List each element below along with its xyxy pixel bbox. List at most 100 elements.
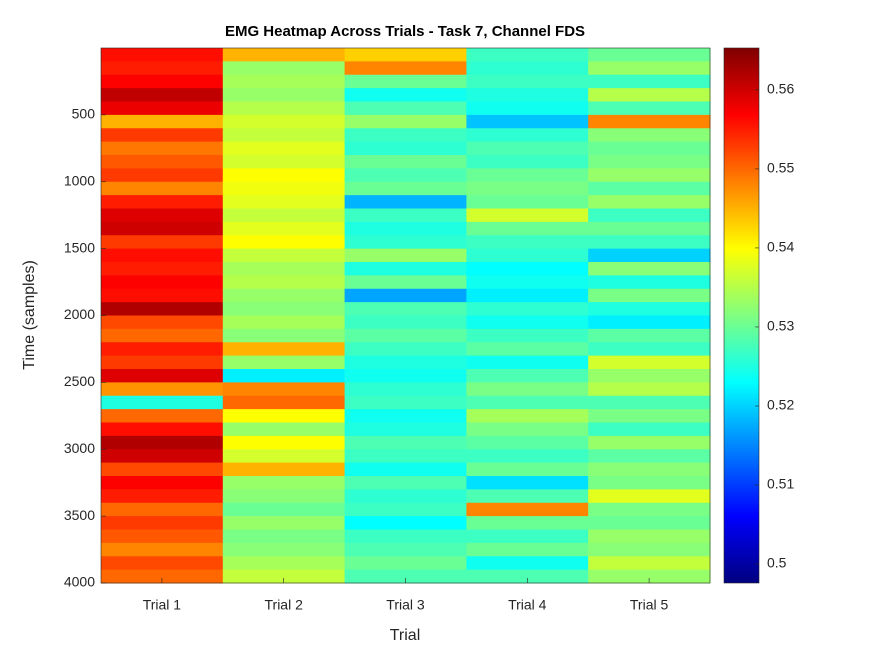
heat-cell xyxy=(466,74,589,89)
heat-cell xyxy=(466,502,589,517)
heat-cell xyxy=(344,435,467,450)
heat-cell xyxy=(222,88,346,102)
heat-cell xyxy=(222,422,346,437)
heat-cell xyxy=(588,529,711,544)
heat-cell xyxy=(344,221,467,236)
heat-cell xyxy=(344,141,467,156)
heat-cell xyxy=(344,516,467,530)
heat-cell xyxy=(222,248,346,263)
heat-cell xyxy=(344,342,467,357)
x-axis-label: Trial xyxy=(390,627,421,644)
heat-cell xyxy=(101,529,224,544)
y-tick-label: 500 xyxy=(72,106,96,122)
x-tick-label: Trial 4 xyxy=(508,597,547,613)
heat-cell xyxy=(101,248,224,263)
heat-cell xyxy=(101,342,224,357)
x-tick-label: Trial 5 xyxy=(630,597,669,613)
heat-cell xyxy=(101,195,224,209)
heat-cell xyxy=(588,435,711,450)
heat-cell xyxy=(466,208,589,223)
heat-cell xyxy=(344,542,467,557)
colorbar-tick-label: 0.56 xyxy=(767,81,794,97)
heat-cell xyxy=(101,208,224,223)
heat-cell xyxy=(466,382,589,397)
heat-cell xyxy=(466,288,589,303)
heat-cell xyxy=(588,556,711,571)
heat-cell xyxy=(466,275,589,290)
heat-cell xyxy=(101,221,224,236)
heat-cell xyxy=(222,489,346,504)
heat-cell xyxy=(101,235,224,250)
heat-cell xyxy=(588,181,711,196)
heat-cell xyxy=(344,422,467,437)
y-tick-label: 3500 xyxy=(64,507,95,523)
heat-cell xyxy=(588,569,711,584)
heat-cell xyxy=(344,88,467,102)
heat-cell xyxy=(222,74,346,89)
heat-cell xyxy=(344,462,467,477)
heat-cell xyxy=(588,355,711,370)
heat-cell xyxy=(222,542,346,557)
x-tick-label: Trial 1 xyxy=(143,597,182,613)
heat-cell xyxy=(344,288,467,303)
heat-cell xyxy=(222,315,346,330)
heat-cell xyxy=(222,395,346,410)
heat-cell xyxy=(222,369,346,383)
x-tick-label: Trial 2 xyxy=(265,597,304,613)
heat-cell xyxy=(466,315,589,330)
heat-cell xyxy=(466,462,589,477)
heat-cell xyxy=(466,155,589,169)
heat-cell xyxy=(588,462,711,477)
heat-cell xyxy=(101,288,224,303)
heat-cell xyxy=(222,262,346,276)
heat-cell xyxy=(588,489,711,504)
heat-cell xyxy=(344,208,467,223)
heat-cell xyxy=(588,48,711,62)
heat-cell xyxy=(344,168,467,183)
heat-cell xyxy=(344,409,467,423)
colorbar-tick-label: 0.51 xyxy=(767,476,794,492)
heat-cell xyxy=(588,288,711,303)
heat-cell xyxy=(588,128,711,143)
heat-cell xyxy=(588,302,711,316)
colorbar-tick-label: 0.53 xyxy=(767,318,794,334)
heat-cell xyxy=(101,395,224,410)
heat-cell xyxy=(222,288,346,303)
heat-cell xyxy=(101,435,224,450)
y-tick-label: 3000 xyxy=(64,440,95,456)
heat-cell xyxy=(466,195,589,209)
heat-cell xyxy=(222,516,346,530)
heat-cell xyxy=(101,516,224,530)
heat-cell xyxy=(588,262,711,276)
heat-cell xyxy=(101,369,224,383)
colorbar-tick-label: 0.54 xyxy=(767,239,794,255)
heat-cell xyxy=(466,88,589,102)
x-tick-label: Trial 3 xyxy=(386,597,425,613)
heat-cell xyxy=(466,449,589,464)
heat-cell xyxy=(101,101,224,116)
heat-cell xyxy=(588,342,711,357)
heat-cell xyxy=(344,262,467,276)
heat-cell xyxy=(222,275,346,290)
heat-cell xyxy=(466,221,589,236)
heat-cell xyxy=(222,476,346,490)
heat-cell xyxy=(466,569,589,584)
heat-cell xyxy=(466,342,589,357)
heat-cell xyxy=(222,328,346,343)
heat-cell xyxy=(344,382,467,397)
heat-cell xyxy=(588,516,711,530)
heat-cell xyxy=(466,556,589,571)
heat-cell xyxy=(588,221,711,236)
heat-cell xyxy=(222,502,346,517)
heat-cell xyxy=(222,235,346,250)
heat-cell xyxy=(466,262,589,276)
heat-cell xyxy=(588,542,711,557)
chart-title: EMG Heatmap Across Trials - Task 7, Chan… xyxy=(225,23,585,40)
heat-cell xyxy=(222,302,346,316)
heat-cell xyxy=(222,529,346,544)
heat-cell xyxy=(588,476,711,490)
heat-cell xyxy=(344,181,467,196)
heat-cell xyxy=(344,369,467,383)
heat-cell xyxy=(588,449,711,464)
heat-cell xyxy=(466,409,589,423)
